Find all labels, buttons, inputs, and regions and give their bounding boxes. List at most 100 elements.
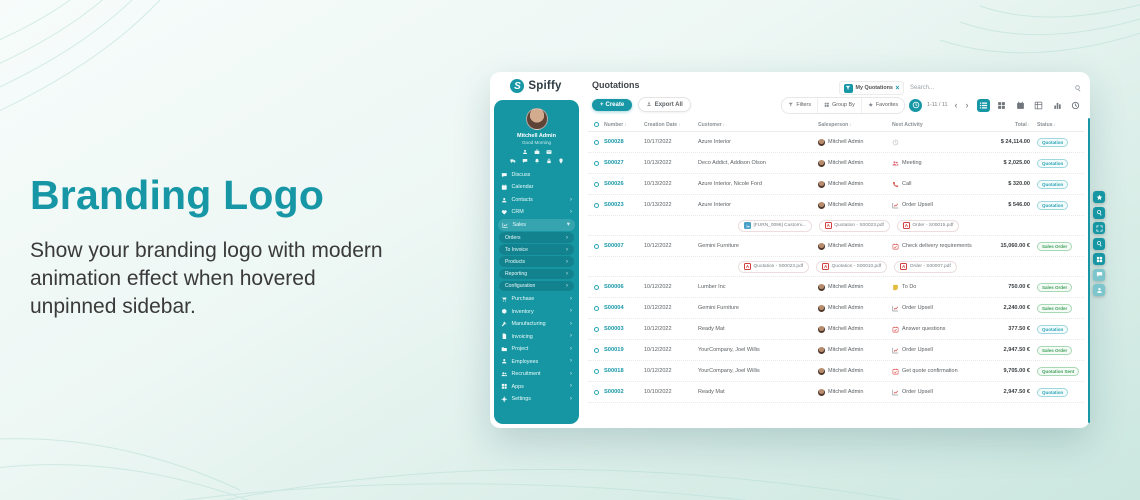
next-activity-cell[interactable] [892,139,972,146]
sidebar-subitem-to-invoice[interactable]: To Invoice › [499,244,574,256]
sidebar-subitem-products[interactable]: Products › [499,256,574,268]
next-activity-cell[interactable]: Call [892,181,972,188]
quotation-number[interactable]: S00003 [604,326,624,332]
attachment-chip[interactable]: [FURN_0096] Customi... [738,219,812,232]
rail-grid-button[interactable] [1093,253,1105,265]
quotation-number[interactable]: S00002 [604,389,624,395]
quotation-number[interactable]: S00028 [604,139,624,145]
sidebar-subitem-reporting[interactable]: Reporting › [499,268,574,280]
sidebar-item-purchase[interactable]: Purchase › [494,293,579,306]
vertical-scrollbar[interactable] [1087,118,1090,423]
row-checkbox[interactable] [588,305,604,311]
user-avatar[interactable] [525,108,548,130]
sidebar-item-calendar[interactable]: Calendar [494,181,579,194]
row-checkbox[interactable] [588,326,604,332]
col-header-act[interactable]: Next Activity [892,121,923,128]
truck-icon[interactable] [509,158,516,164]
next-activity-cell[interactable]: To Do [892,284,972,291]
row-checkbox[interactable] [588,347,604,353]
row-checkbox[interactable] [588,389,604,395]
pin-icon[interactable] [558,158,564,164]
view-list-button[interactable] [976,98,990,112]
create-button[interactable]: + Create [592,98,633,111]
sidebar-item-recruitment[interactable]: Recruitment › [494,368,579,381]
attachment-chip[interactable]: A Quotation - S00023.pdf [738,260,810,273]
mail-icon[interactable] [546,149,552,155]
view-calendar-button[interactable] [1014,99,1027,112]
sidebar-item-manufacturing[interactable]: Manufacturing › [494,318,579,331]
sidebar-subitem-configuration[interactable]: Configuration › [499,280,574,292]
row-checkbox[interactable] [588,139,604,145]
table-row[interactable]: S00023 10/13/2022 Azure Interior Mitchell A… [588,195,1084,216]
table-row[interactable]: S00006 10/12/2022 Lumber Inc Mitchell Admin… [588,277,1084,298]
col-header-status[interactable]: Status↕ [1037,121,1056,128]
next-activity-cell[interactable]: Get quote confirmation [892,368,972,375]
search-input[interactable]: Search... [910,85,935,91]
export-all-button[interactable]: Export All [638,97,691,112]
bell-icon[interactable] [534,158,540,164]
briefcase-icon[interactable] [534,149,540,155]
rail-zoom-button[interactable] [1093,237,1105,250]
quotation-number[interactable]: S00019 [604,347,624,353]
sidebar-item-discuss[interactable]: Discuss [494,169,579,182]
row-checkbox[interactable] [588,243,604,249]
sidebar-item-employees[interactable]: Employees › [494,355,579,368]
favorites-button[interactable]: Favorites [862,98,904,113]
col-header-cust[interactable]: Customer↕ [698,121,725,128]
col-header-num[interactable]: Number↕ [604,121,627,128]
group-by-button[interactable]: Group By [818,98,862,113]
attachment-chip[interactable]: A Quotation - S00010.pdf [816,260,888,273]
filters-button[interactable]: Filters [782,98,819,113]
table-row[interactable]: S00026 10/13/2022 Azure Interior, Nicole F… [588,174,1084,195]
next-activity-cell[interactable]: Check delivery requirements [892,243,972,250]
view-pivot-button[interactable] [1032,99,1045,112]
refresh-button[interactable] [909,98,923,112]
view-kanban-button[interactable] [995,99,1008,112]
sidebar-subitem-orders[interactable]: Orders › [499,232,574,244]
table-row[interactable]: S00004 10/12/2022 Gemini Furniture Mitchell… [588,298,1084,319]
rail-chat-button[interactable] [1093,268,1105,281]
rail-star-button[interactable] [1093,191,1105,203]
branding-logo[interactable]: S Spiffy [490,72,582,100]
attachment-chip[interactable]: A Quotation - S00023.pdf [818,219,890,232]
table-row[interactable]: S00002 10/10/2022 Ready Mat Mitchell Admin O… [588,382,1084,403]
quotation-number[interactable]: S00026 [604,181,624,187]
col-header-sp[interactable]: Salesperson ↕ [818,121,852,128]
sidebar-item-project[interactable]: Project › [494,343,579,356]
lock-icon[interactable] [546,158,552,164]
next-activity-cell[interactable]: Order Upsell [892,347,972,354]
quotation-number[interactable]: S00023 [604,202,624,208]
table-row[interactable]: S00027 10/13/2022 Deco Addict, Addison Ols… [588,153,1084,174]
quotation-number[interactable]: S00006 [604,284,624,290]
attachment-chip[interactable]: A Order - S00007.pdf [894,260,957,273]
sidebar-item-sales[interactable]: Sales ▾ [498,218,575,231]
row-checkbox[interactable] [588,160,604,166]
row-checkbox[interactable] [588,181,604,187]
next-activity-cell[interactable]: Meeting [892,160,972,167]
search-icon[interactable] [1074,79,1082,97]
sidebar-item-crm[interactable]: CRM › [494,206,579,219]
next-activity-cell[interactable]: Order Upsell [892,202,972,209]
remove-facet-icon[interactable]: × [895,84,900,92]
sidebar-item-apps[interactable]: Apps › [494,380,579,393]
sidebar-item-contacts[interactable]: Contacts › [494,194,579,207]
quotation-number[interactable]: S00018 [604,368,624,374]
rail-user-button[interactable] [1093,284,1105,296]
table-row[interactable]: S00018 10/12/2022 YourCompany, Joel Willis… [588,361,1084,382]
quotation-number[interactable]: S00007 [604,243,624,249]
row-checkbox[interactable] [588,368,604,374]
attachment-chip[interactable]: A Order - S00015.pdf [896,219,960,232]
next-activity-cell[interactable]: Order Upsell [892,305,972,312]
table-row[interactable]: S00003 10/12/2022 Ready Mat Mitchell Admin A… [588,319,1084,340]
pager-next-icon[interactable]: › [965,99,969,110]
view-graph-button[interactable] [1051,99,1064,112]
person-icon[interactable] [522,149,528,155]
quotation-number[interactable]: S00004 [604,305,624,311]
col-header-total[interactable]: Total↕ [1015,121,1030,128]
rail-search-button[interactable] [1093,206,1105,219]
chat-icon[interactable] [522,158,528,164]
table-row[interactable]: S00007 10/12/2022 Gemini Furniture Mitchell… [588,236,1084,257]
rail-expand-button[interactable] [1093,222,1105,234]
quotation-number[interactable]: S00027 [604,160,624,166]
pager-prev-icon[interactable]: ‹ [954,99,958,110]
